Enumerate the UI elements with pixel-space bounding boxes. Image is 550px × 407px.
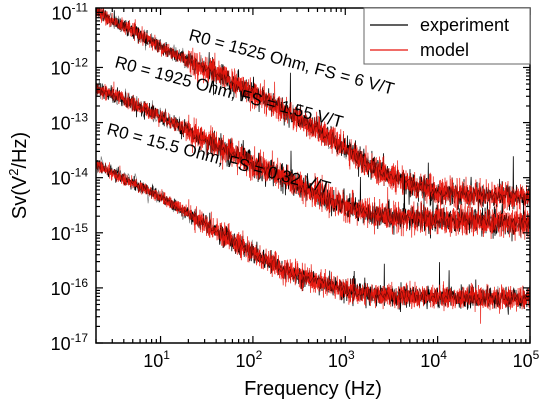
y-tick-base: 10: [51, 169, 71, 189]
plot-frame: [95, 7, 531, 344]
x-tick-base: 10: [513, 351, 533, 371]
y-tick-exponent: -16: [71, 276, 89, 290]
y-tick-base: 10: [51, 334, 71, 354]
model-line-2: [96, 160, 530, 324]
y-tick-base: 10: [51, 58, 71, 78]
y-tick-exponent: -17: [71, 331, 89, 345]
data-layer: [96, 8, 530, 324]
legend-label-experiment: experiment: [420, 15, 509, 35]
y-tick-label: 10-16: [51, 276, 89, 299]
y-axis-label-tail: /Hz): [9, 132, 31, 169]
y-tick-label: 10-12: [51, 55, 89, 78]
y-tick-label: 10-17: [51, 331, 89, 354]
experiment-overlay-2: [96, 156, 530, 309]
y-tick-base: 10: [51, 279, 71, 299]
y-tick-base: 10: [51, 114, 71, 134]
legend-label-model: model: [420, 40, 469, 60]
x-tick-label: 105: [513, 348, 540, 371]
experiment-overlay-0: [96, 8, 530, 205]
x-tick-label: 104: [420, 348, 447, 371]
y-tick-exponent: -12: [71, 55, 89, 69]
x-tick-label: 102: [236, 348, 263, 371]
legend: experiment model: [363, 7, 531, 65]
x-tick-exponent: 2: [256, 348, 263, 362]
x-tick-exponent: 5: [533, 348, 540, 362]
model-line-1: [96, 81, 530, 241]
x-tick-base: 10: [420, 351, 440, 371]
series-1: [96, 79, 530, 242]
y-tick-label: 10-13: [51, 111, 89, 134]
y-tick-exponent: -13: [71, 111, 89, 125]
y-tick-exponent: -15: [71, 221, 89, 235]
x-tick-base: 10: [143, 351, 163, 371]
x-tick-base: 10: [328, 351, 348, 371]
y-tick-exponent: -14: [71, 166, 89, 180]
y-tick-label: 10-15: [51, 221, 89, 244]
x-tick-exponent: 4: [440, 348, 447, 362]
tick-layer: 101 102 103 104 10510-1110-1210-1310-1410-15…: [51, 0, 540, 371]
series-0: [96, 8, 530, 217]
x-tick-label: 103: [328, 348, 355, 371]
y-tick-label: 10-14: [51, 166, 89, 189]
y-tick-exponent: -11: [72, 0, 89, 14]
y-tick-base: 10: [52, 3, 72, 23]
x-tick-base: 10: [236, 351, 256, 371]
x-tick-exponent: 3: [348, 348, 355, 362]
y-axis-label-superscript: 2: [6, 169, 21, 176]
series-2: [96, 156, 530, 324]
x-tick-exponent: 1: [163, 348, 170, 362]
y-tick-base: 10: [51, 224, 71, 244]
experiment-overlay-1: [96, 79, 530, 234]
x-tick-label: 101: [143, 348, 170, 371]
y-tick-label: 10-11: [52, 0, 89, 23]
x-axis-label: Frequency (Hz): [244, 378, 382, 400]
y-axis-label: Sv(V2/Hz): [6, 132, 31, 219]
y-axis-label-main: Sv(V: [9, 175, 31, 219]
legend-box: [363, 7, 531, 65]
model-line-0: [96, 8, 530, 212]
